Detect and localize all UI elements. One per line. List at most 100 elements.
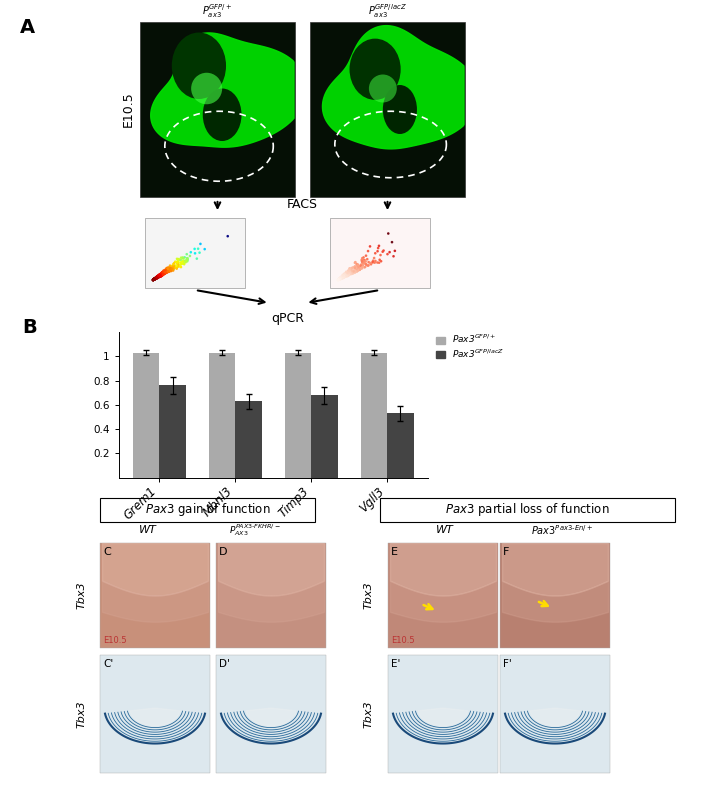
Point (335, 272, 347, 285)
Point (333, 273, 344, 286)
Point (355, 259, 367, 272)
Point (349, 262, 360, 275)
Point (148, 273, 160, 286)
Point (168, 263, 179, 275)
Point (149, 273, 160, 286)
Point (333, 273, 344, 286)
Point (344, 264, 356, 276)
Point (152, 269, 164, 282)
Point (154, 270, 165, 283)
Point (340, 268, 352, 281)
Point (332, 274, 344, 286)
Point (334, 272, 346, 285)
Point (153, 269, 165, 282)
Text: F': F' (503, 659, 512, 669)
Point (155, 269, 166, 282)
Point (159, 268, 170, 280)
Point (154, 270, 165, 283)
Point (346, 263, 357, 275)
Point (336, 272, 347, 284)
Point (155, 268, 167, 281)
Point (152, 272, 164, 284)
Point (156, 269, 168, 282)
Point (173, 259, 184, 272)
Point (158, 265, 170, 278)
Point (335, 272, 347, 285)
Point (160, 263, 172, 275)
Point (153, 271, 165, 283)
Point (336, 272, 348, 284)
Bar (100, 498, 315, 522)
Point (168, 260, 180, 272)
Point (336, 272, 348, 284)
Point (152, 270, 164, 283)
Point (150, 272, 162, 284)
Point (347, 261, 359, 274)
Point (336, 271, 348, 283)
Point (150, 272, 161, 284)
Point (336, 272, 347, 284)
Point (152, 271, 164, 283)
Point (180, 254, 191, 267)
Point (157, 266, 168, 279)
Point (166, 263, 178, 275)
Point (152, 271, 163, 283)
Point (342, 269, 353, 282)
Point (336, 272, 348, 284)
Point (159, 264, 170, 277)
Point (152, 272, 163, 284)
Point (150, 272, 161, 285)
Point (340, 270, 352, 283)
Point (334, 273, 346, 286)
Point (151, 272, 162, 284)
Text: WT: WT (436, 525, 454, 535)
Point (343, 265, 354, 278)
Point (336, 271, 348, 283)
Point (157, 268, 169, 280)
Point (154, 270, 165, 283)
Point (343, 268, 354, 280)
Point (179, 251, 191, 264)
Point (147, 273, 159, 286)
Point (335, 272, 347, 285)
Point (340, 269, 352, 282)
Point (148, 273, 160, 286)
Point (352, 262, 363, 275)
Point (342, 268, 354, 281)
Point (370, 247, 381, 260)
Point (180, 255, 191, 268)
Point (334, 273, 345, 286)
Point (155, 269, 167, 282)
Point (333, 273, 344, 286)
Point (161, 262, 173, 275)
Polygon shape (151, 33, 294, 147)
Point (334, 272, 345, 285)
Text: E10.5: E10.5 (103, 636, 127, 645)
Point (357, 259, 368, 272)
Point (339, 268, 351, 281)
Point (156, 269, 168, 282)
Point (334, 273, 346, 286)
Point (335, 272, 347, 285)
Point (344, 268, 355, 281)
Polygon shape (530, 708, 580, 726)
Point (358, 254, 370, 267)
Point (335, 272, 347, 284)
Point (342, 268, 354, 280)
Point (336, 272, 348, 284)
Point (352, 260, 364, 272)
Point (360, 258, 372, 271)
Point (151, 272, 162, 284)
Point (149, 272, 160, 285)
Point (337, 270, 349, 283)
Point (336, 272, 347, 284)
Point (340, 269, 352, 282)
Point (339, 268, 350, 281)
Point (339, 270, 350, 283)
Point (149, 273, 160, 286)
Point (336, 272, 347, 284)
Point (154, 269, 165, 282)
Point (155, 270, 166, 283)
Point (342, 268, 353, 281)
Point (341, 269, 352, 282)
